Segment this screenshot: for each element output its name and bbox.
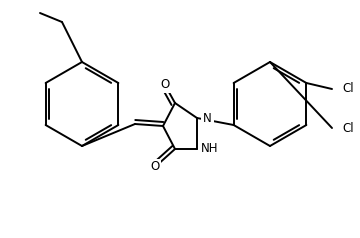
Text: O: O <box>150 160 159 174</box>
Text: O: O <box>160 79 170 91</box>
Text: N: N <box>203 111 212 124</box>
Text: Cl: Cl <box>342 122 354 134</box>
Text: Cl: Cl <box>342 83 354 95</box>
Text: NH: NH <box>201 143 219 155</box>
